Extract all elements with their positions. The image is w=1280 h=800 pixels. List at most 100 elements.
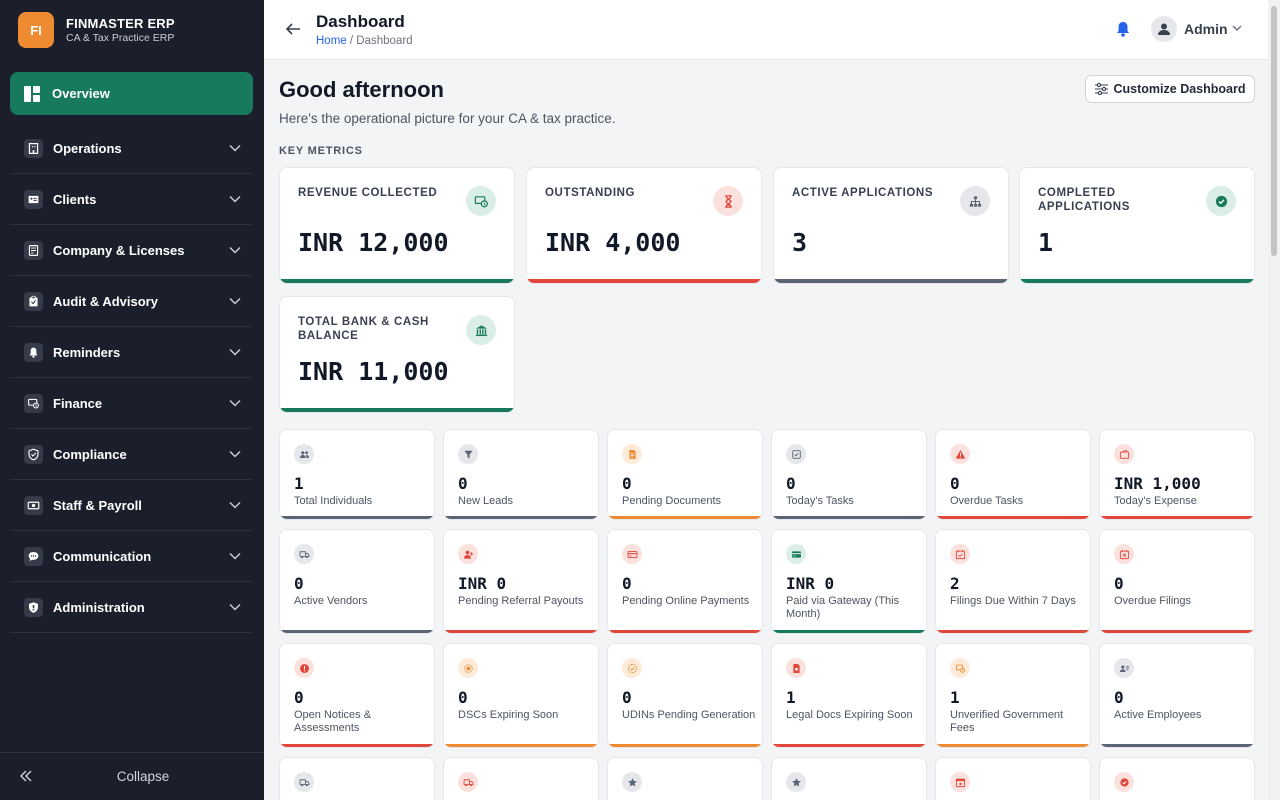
stat-card-filings-due-within-7-days[interactable]: 2 Filings Due Within 7 Days xyxy=(935,529,1091,634)
sidebar-item-label: Clients xyxy=(53,191,97,207)
sliders-icon xyxy=(1094,83,1108,95)
chat-icon xyxy=(24,546,43,566)
calendar-x-icon xyxy=(1114,544,1134,564)
stat-accent-bar xyxy=(608,744,762,747)
stat-label: Paid via Gateway (This Month) xyxy=(786,595,900,620)
notification-bell-icon[interactable] xyxy=(1114,20,1132,38)
stat-card-udins-pending-generation[interactable]: 0 UDINs Pending Generation xyxy=(607,643,763,748)
money-check-icon xyxy=(466,186,496,216)
sidebar-item-label: Operations xyxy=(53,140,122,156)
metric-accent-bar xyxy=(1020,279,1254,283)
stat-accent-bar xyxy=(1100,630,1254,633)
sidebar-item-finance[interactable]: Finance xyxy=(10,378,253,429)
sidebar-item-overview[interactable]: Overview xyxy=(10,72,253,115)
customize-dashboard-button[interactable]: Customize Dashboard xyxy=(1085,75,1255,103)
stat-value: 1 xyxy=(950,688,960,707)
money-icon xyxy=(24,393,43,413)
stat-card-paid-via-gateway-this-month[interactable]: INR 0 Paid via Gateway (This Month) xyxy=(771,529,927,634)
stat-accent-bar xyxy=(936,516,1090,519)
chevron-down-icon xyxy=(229,195,241,203)
sitemap-icon xyxy=(960,186,990,216)
page-scrollbar[interactable] xyxy=(1268,0,1280,800)
sidebar-item-staff-payroll[interactable]: Staff & Payroll xyxy=(10,480,253,531)
stat-accent-bar xyxy=(280,744,434,747)
warning-icon xyxy=(950,444,970,464)
stat-accent-bar xyxy=(772,630,926,633)
document-icon xyxy=(622,444,642,464)
scrollbar-thumb[interactable] xyxy=(1271,6,1277,256)
sidebar-item-label: Finance xyxy=(53,395,103,411)
stat-card-active-vendors[interactable]: 0 Active Vendors xyxy=(279,529,435,634)
chevron-down-icon[interactable] xyxy=(1232,25,1242,32)
bell-icon xyxy=(24,342,43,362)
stat-card-placeholder-18[interactable] xyxy=(279,757,435,800)
sidebar-item-audit-advisory[interactable]: Audit & Advisory xyxy=(10,276,253,327)
metric-card-revenue-collected[interactable]: REVENUE COLLECTED INR 12,000 xyxy=(279,167,515,284)
user-menu-label[interactable]: Admin xyxy=(1184,21,1228,37)
sidebar-item-communication[interactable]: Communication xyxy=(10,531,253,582)
stat-card-legal-docs-expiring-soon[interactable]: 1 Legal Docs Expiring Soon xyxy=(771,643,927,748)
metric-card-outstanding[interactable]: OUTSTANDING INR 4,000 xyxy=(526,167,762,284)
sidebar-item-clients[interactable]: Clients xyxy=(10,174,253,225)
sidebar-item-label: Administration xyxy=(53,599,145,615)
sidebar-item-label: Company & Licenses xyxy=(53,242,185,258)
sidebar-item-operations[interactable]: Operations xyxy=(10,123,253,174)
breadcrumb-home-link[interactable]: Home xyxy=(316,35,347,47)
stat-card-pending-online-payments[interactable]: 0 Pending Online Payments xyxy=(607,529,763,634)
stat-card-today-s-tasks[interactable]: 0 Today's Tasks xyxy=(771,429,927,520)
chevron-down-icon xyxy=(229,297,241,305)
stat-card-today-s-expense[interactable]: INR 1,000 Today's Expense xyxy=(1099,429,1255,520)
stat-label: Today's Expense xyxy=(1114,495,1197,507)
stat-card-overdue-tasks[interactable]: 0 Overdue Tasks xyxy=(935,429,1091,520)
back-arrow-icon[interactable] xyxy=(284,20,302,38)
metric-value: INR 12,000 xyxy=(298,228,449,257)
breadcrumb: Home / Dashboard xyxy=(316,35,413,47)
stat-card-pending-documents[interactable]: 0 Pending Documents xyxy=(607,429,763,520)
stat-card-active-employees[interactable]: 0 Active Employees xyxy=(1099,643,1255,748)
stat-card-placeholder-21[interactable] xyxy=(771,757,927,800)
customize-dashboard-label: Customize Dashboard xyxy=(1113,82,1246,96)
stat-card-placeholder-22[interactable] xyxy=(935,757,1091,800)
stat-card-open-notices-assessments[interactable]: 0 Open Notices & Assessments xyxy=(279,643,435,748)
greeting-subtitle: Here's the operational picture for your … xyxy=(279,111,616,126)
stat-card-overdue-filings[interactable]: 0 Overdue Filings xyxy=(1099,529,1255,634)
stat-accent-bar xyxy=(1100,744,1254,747)
sidebar: FI FINMASTER ERP CA & Tax Practice ERP O… xyxy=(0,0,264,800)
metric-card-active-applications[interactable]: ACTIVE APPLICATIONS 3 xyxy=(773,167,1009,284)
key-metrics-heading: KEY METRICS xyxy=(279,145,363,157)
collapse-button[interactable]: Collapse xyxy=(0,752,264,800)
chevron-down-icon xyxy=(229,246,241,254)
stat-card-placeholder-23[interactable] xyxy=(1099,757,1255,800)
license-icon xyxy=(24,240,43,260)
stat-card-unverified-government-fees[interactable]: 1 Unverified Government Fees xyxy=(935,643,1091,748)
shield-icon xyxy=(24,597,43,617)
brand-logo: FI xyxy=(18,12,54,48)
avatar[interactable] xyxy=(1151,16,1177,42)
stat-card-dscs-expiring-soon[interactable]: 0 DSCs Expiring Soon xyxy=(443,643,599,748)
users-icon xyxy=(294,444,314,464)
sidebar-item-reminders[interactable]: Reminders xyxy=(10,327,253,378)
stat-accent-bar xyxy=(608,630,762,633)
sidebar-item-company-licenses[interactable]: Company & Licenses xyxy=(10,225,253,276)
sidebar-item-administration[interactable]: Administration xyxy=(10,582,253,633)
metric-card-completed-applications[interactable]: COMPLETED APPLICATIONS 1 xyxy=(1019,167,1255,284)
stat-card-pending-referral-payouts[interactable]: INR 0 Pending Referral Payouts xyxy=(443,529,599,634)
stat-card-new-leads[interactable]: 0 New Leads xyxy=(443,429,599,520)
sidebar-item-compliance[interactable]: Compliance xyxy=(10,429,253,480)
stat-label: Today's Tasks xyxy=(786,495,854,507)
hourglass-icon xyxy=(713,186,743,216)
stat-accent-bar xyxy=(280,630,434,633)
brand[interactable]: FI FINMASTER ERP CA & Tax Practice ERP xyxy=(18,12,175,48)
card-icon xyxy=(786,544,806,564)
stat-value: 0 xyxy=(950,474,960,493)
stat-card-placeholder-20[interactable] xyxy=(607,757,763,800)
metric-card-total-bank-cash-balance[interactable]: TOTAL BANK & CASH BALANCE INR 11,000 xyxy=(279,296,515,413)
sidebar-item-label: Overview xyxy=(52,86,110,101)
stat-card-placeholder-19[interactable] xyxy=(443,757,599,800)
chevron-down-icon xyxy=(229,501,241,509)
stat-label: Pending Online Payments xyxy=(622,595,750,607)
stat-card-total-individuals[interactable]: 1 Total Individuals xyxy=(279,429,435,520)
chevron-down-icon xyxy=(229,348,241,356)
brand-name: FINMASTER ERP xyxy=(66,16,175,31)
building-icon xyxy=(24,138,43,158)
